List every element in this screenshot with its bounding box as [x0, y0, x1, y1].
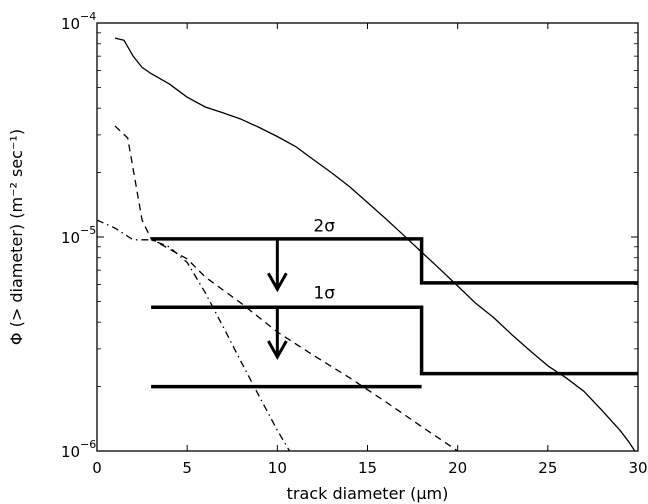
series-line-dashed: [114, 125, 459, 451]
x-tick-label: 15: [358, 459, 377, 477]
limit-arrow-head-1: [267, 272, 288, 293]
data-series-layer: [97, 37, 636, 451]
series-line-dashdot: [97, 219, 291, 451]
series-line-solid: [114, 37, 636, 451]
limit-arrow-head-2: [267, 340, 288, 361]
limit-line-2: [151, 305, 638, 376]
x-tick-label: 10: [268, 459, 287, 477]
y-tick-label-exponent: −4: [80, 10, 96, 23]
x-tick-label: 0: [92, 459, 102, 477]
y-axis-label: Φ (> diameter) (m⁻² sec⁻¹): [7, 129, 26, 345]
x-tick-label: 30: [628, 459, 647, 477]
y-tick-label: 10: [61, 229, 80, 247]
y-tick-label-exponent: −5: [80, 224, 96, 237]
y-tick-label: 10: [61, 443, 80, 461]
x-axis-label: track diameter (μm): [287, 484, 449, 503]
y-tick-label: 10: [61, 15, 80, 33]
limit-label-2: 1σ: [313, 284, 335, 304]
y-tick-label-exponent: −6: [80, 438, 96, 451]
limit-line-1: [151, 237, 638, 285]
limit-label-1: 2σ: [313, 217, 335, 237]
x-tick-label: 5: [182, 459, 192, 477]
x-tick-label: 20: [448, 459, 467, 477]
limit-lines-layer: 2σ 1σ: [151, 217, 638, 389]
x-tick-label: 25: [538, 459, 557, 477]
